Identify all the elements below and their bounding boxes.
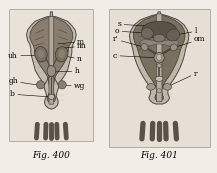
- Text: s: s: [118, 20, 157, 28]
- Text: r': r': [113, 35, 145, 47]
- FancyBboxPatch shape: [156, 14, 162, 102]
- Ellipse shape: [154, 53, 164, 63]
- Ellipse shape: [141, 28, 153, 39]
- Text: m: m: [58, 38, 84, 45]
- Ellipse shape: [153, 34, 165, 42]
- Polygon shape: [30, 17, 73, 103]
- Text: c: c: [113, 52, 155, 60]
- Text: uh: uh: [8, 52, 41, 60]
- Ellipse shape: [47, 65, 56, 77]
- Text: o: o: [115, 27, 147, 35]
- Ellipse shape: [55, 47, 68, 62]
- FancyBboxPatch shape: [9, 9, 93, 141]
- Ellipse shape: [157, 64, 161, 67]
- Text: nn: nn: [57, 42, 87, 50]
- Text: Fig. 400: Fig. 400: [32, 151, 70, 160]
- Text: r: r: [167, 70, 197, 87]
- Ellipse shape: [163, 84, 172, 90]
- Text: n: n: [56, 54, 82, 63]
- Polygon shape: [129, 12, 189, 104]
- Text: om: om: [174, 35, 206, 48]
- Polygon shape: [133, 15, 185, 101]
- Ellipse shape: [147, 84, 155, 90]
- Ellipse shape: [167, 29, 180, 41]
- Text: h: h: [55, 67, 79, 75]
- Ellipse shape: [36, 81, 45, 89]
- Polygon shape: [26, 12, 76, 109]
- Ellipse shape: [58, 50, 65, 58]
- Ellipse shape: [58, 81, 66, 89]
- Polygon shape: [140, 39, 179, 47]
- Ellipse shape: [155, 76, 163, 81]
- Ellipse shape: [38, 50, 44, 58]
- Ellipse shape: [157, 89, 161, 93]
- Text: l: l: [175, 27, 197, 35]
- Text: gh: gh: [8, 77, 42, 86]
- Ellipse shape: [48, 94, 54, 99]
- Text: wg: wg: [60, 82, 85, 90]
- Ellipse shape: [141, 44, 148, 50]
- Ellipse shape: [156, 54, 162, 61]
- FancyBboxPatch shape: [49, 16, 54, 104]
- Ellipse shape: [170, 44, 177, 51]
- Ellipse shape: [142, 21, 176, 38]
- FancyBboxPatch shape: [108, 9, 210, 147]
- Text: Fig. 401: Fig. 401: [140, 151, 178, 160]
- Text: b: b: [10, 90, 48, 98]
- Ellipse shape: [35, 47, 47, 62]
